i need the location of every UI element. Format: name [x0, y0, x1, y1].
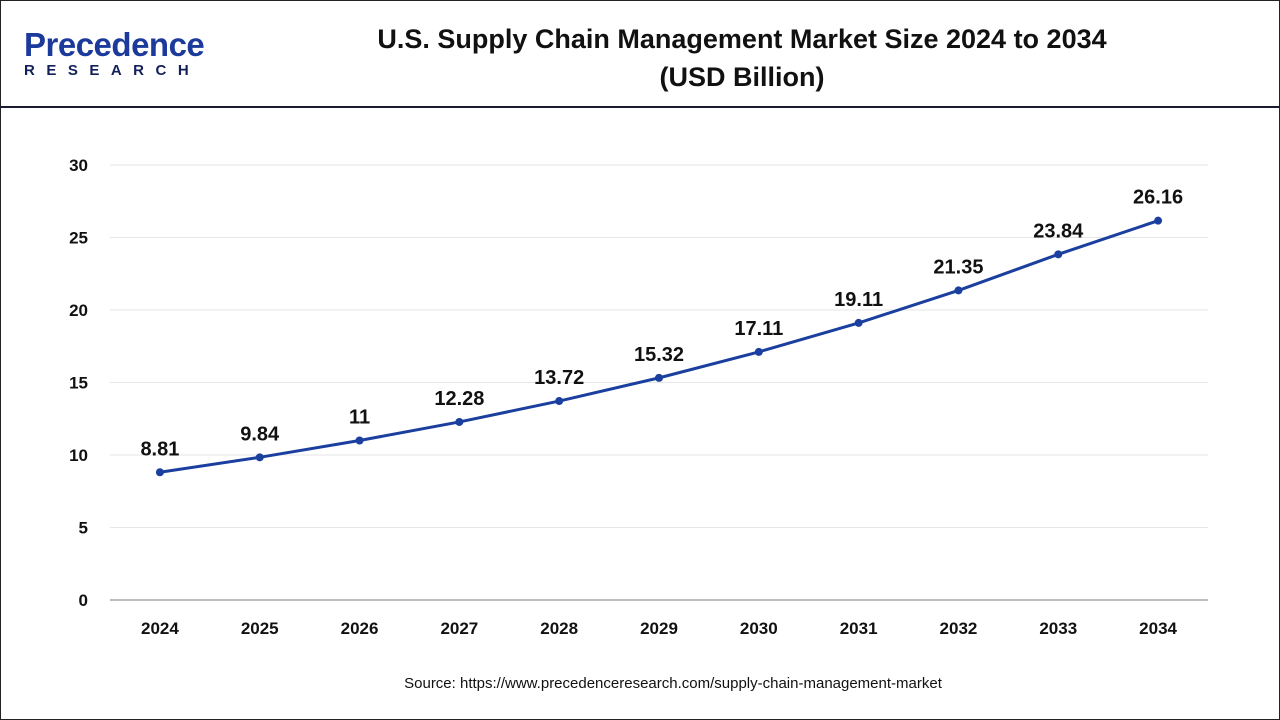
x-tick-label: 2026 [341, 619, 379, 638]
logo-sub-text: RESEARCH [24, 62, 201, 79]
data-label: 13.72 [534, 367, 584, 389]
data-label: 15.32 [634, 344, 684, 366]
x-tick-label: 2030 [740, 619, 778, 638]
data-point [954, 286, 963, 295]
x-tick-label: 2034 [1139, 619, 1177, 638]
y-tick-label: 15 [69, 374, 88, 393]
data-point [355, 436, 364, 445]
data-label: 23.84 [1033, 220, 1084, 242]
data-label: 8.81 [140, 438, 179, 460]
data-label: 26.16 [1133, 187, 1183, 209]
data-point [1154, 216, 1163, 225]
y-tick-label: 25 [69, 229, 88, 248]
x-tick-label: 2028 [540, 619, 578, 638]
x-tick-label: 2031 [840, 619, 878, 638]
data-label: 9.84 [240, 423, 280, 445]
data-point [754, 347, 763, 356]
data-point [655, 373, 663, 382]
x-tick-label: 2029 [640, 619, 678, 638]
data-point [555, 397, 564, 406]
data-label: 11 [349, 407, 370, 429]
data-label: 17.11 [734, 318, 783, 340]
data-point [155, 468, 164, 477]
source-note: Source: https://www.precedenceresearch.c… [404, 675, 942, 692]
data-label: 19.11 [834, 289, 883, 311]
y-tick-label: 20 [69, 301, 88, 320]
y-tick-label: 5 [79, 519, 88, 538]
data-point [455, 417, 464, 426]
data-label: 12.28 [434, 388, 484, 410]
data-label: 21.35 [933, 256, 983, 278]
y-tick-label: 10 [69, 446, 88, 465]
precedence-research-logo: Precedence RESEARCH [24, 26, 205, 80]
x-tick-label: 2027 [440, 619, 478, 638]
logo-main-text: Precedence [24, 26, 205, 63]
x-tick-label: 2024 [141, 619, 179, 638]
y-tick-label: 30 [69, 156, 88, 175]
chart-title-line2: (USD Billion) [659, 62, 825, 92]
data-point [1054, 250, 1063, 259]
data-point [854, 318, 863, 327]
x-tick-label: 2032 [940, 619, 978, 638]
chart-title: U.S. Supply Chain Management Market Size… [300, 20, 1184, 96]
x-tick-label: 2025 [241, 619, 279, 638]
chart-title-line1: U.S. Supply Chain Management Market Size… [377, 24, 1107, 54]
data-point [255, 453, 264, 462]
y-tick-label: 0 [79, 591, 88, 610]
x-tick-label: 2033 [1039, 619, 1077, 638]
header: Precedence RESEARCH U.S. Supply Chain Ma… [0, 0, 1280, 108]
